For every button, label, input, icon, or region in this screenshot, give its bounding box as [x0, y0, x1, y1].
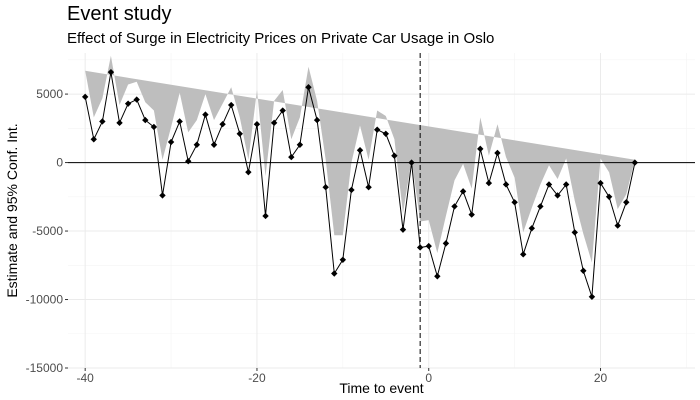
estimate-point [159, 192, 166, 199]
estimate-point [597, 179, 604, 187]
estimate-point [202, 111, 209, 118]
estimate-point [227, 101, 235, 109]
chart-subtitle: Effect of Surge in Electricity Prices on… [67, 30, 495, 47]
x-tick-label: 20 [594, 371, 608, 385]
estimate-point [305, 84, 312, 91]
estimate-point [142, 116, 149, 124]
y-tick-label: 5000 [36, 87, 63, 101]
estimate-point [288, 153, 295, 161]
y-tick-label: 0 [56, 156, 63, 170]
y-tick-label: -10000 [26, 293, 64, 307]
estimate-point [408, 159, 415, 166]
estimate-point [502, 181, 510, 188]
estimate-point [374, 126, 381, 133]
estimate-point [554, 192, 561, 199]
estimate-point [468, 211, 475, 218]
confidence-interval-ribbon [85, 55, 635, 263]
y-tick-label: -15000 [26, 361, 64, 375]
estimate-point [425, 242, 432, 250]
estimate-point [81, 93, 89, 101]
estimate-point [176, 118, 183, 125]
estimate-point [623, 199, 630, 206]
estimate-point [485, 179, 493, 187]
x-tick-label: 0 [425, 371, 432, 385]
estimate-point [356, 147, 364, 154]
estimate-point [520, 251, 527, 258]
x-tick-label: -40 [77, 371, 95, 385]
estimate-point [494, 149, 501, 157]
estimate-point [528, 225, 536, 232]
estimate-point [262, 212, 269, 220]
estimate-point [631, 159, 639, 166]
estimate-point [253, 121, 261, 128]
estimate-point [605, 193, 613, 201]
estimate-point [245, 168, 252, 176]
x-axis-ticks: -40 -20 0 20 [77, 368, 608, 385]
estimate-point [339, 256, 347, 264]
estimate-point [107, 68, 115, 76]
estimate-point [571, 229, 578, 236]
y-tick-label: -5000 [32, 224, 63, 238]
y-axis-title: Estimate and 95% Conf. Int. [4, 123, 20, 297]
estimate-point [614, 222, 621, 229]
estimate-point [580, 267, 587, 274]
estimate-point [545, 181, 553, 188]
estimate-point [537, 203, 544, 210]
estimate-point [331, 270, 338, 277]
estimate-point [279, 107, 286, 114]
estimate-point [167, 138, 175, 146]
estimate-point [193, 141, 201, 148]
estimate-point [296, 141, 304, 148]
estimate-point [511, 199, 518, 206]
estimate-point [90, 136, 97, 143]
estimate-point [322, 184, 329, 191]
estimate-point [270, 119, 278, 127]
estimate-point [210, 141, 218, 148]
estimate-point [442, 240, 450, 247]
estimate-point [185, 157, 192, 165]
estimate-point [124, 100, 132, 107]
estimate-point [313, 116, 321, 124]
estimate-point [150, 123, 158, 131]
x-axis-title: Time to event [339, 380, 423, 396]
estimate-point [459, 188, 467, 195]
estimate-point [382, 130, 389, 138]
x-tick-label: -20 [248, 371, 266, 385]
estimate-point [451, 203, 458, 210]
estimate-point [391, 152, 398, 159]
estimate-point [219, 121, 226, 128]
estimate-point [99, 118, 106, 125]
chart-title: Event study [67, 3, 172, 25]
estimate-points [81, 68, 639, 300]
estimate-point [588, 293, 596, 300]
estimate-point [477, 145, 484, 153]
estimate-point [236, 130, 243, 138]
estimate-point [348, 186, 355, 194]
estimate-point [416, 244, 424, 251]
estimate-point [434, 273, 441, 280]
estimate-point [116, 119, 123, 127]
y-axis-ticks: 5000 0 -5000 -10000 -15000 [26, 87, 68, 375]
estimate-point [133, 96, 140, 103]
estimate-point [399, 226, 407, 233]
estimate-point [562, 181, 570, 188]
estimate-point [365, 184, 372, 191]
